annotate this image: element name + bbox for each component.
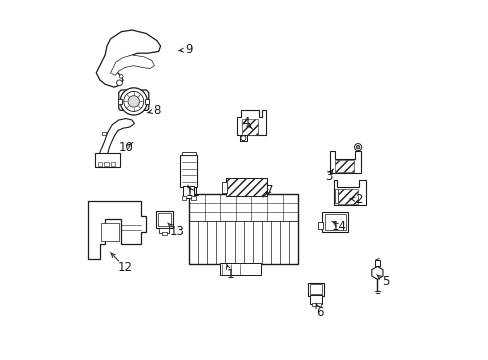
Bar [189,194,298,264]
Bar [240,135,246,141]
Bar [337,189,357,204]
Bar [221,182,226,193]
Text: 2: 2 [354,193,362,206]
Bar [307,283,324,296]
Bar [101,223,119,241]
Text: 4: 4 [242,116,249,129]
Bar [181,152,196,155]
Bar [219,263,261,275]
Bar [241,119,257,135]
Bar [111,162,115,166]
Bar [317,222,323,229]
Circle shape [354,144,361,151]
Polygon shape [110,55,154,75]
Bar [309,284,322,294]
Bar [162,232,167,235]
Polygon shape [371,266,382,279]
Circle shape [128,96,139,107]
Bar [102,132,106,135]
Text: 12: 12 [117,261,132,274]
Bar [225,178,266,196]
Bar [374,260,380,266]
Bar [182,196,186,200]
Polygon shape [96,30,160,87]
Text: 8: 8 [153,104,161,117]
Bar [156,211,173,228]
Bar [183,186,194,198]
Bar [324,214,345,230]
Polygon shape [99,118,134,163]
Circle shape [120,88,147,115]
Bar [180,155,197,187]
Text: 5: 5 [381,275,388,288]
Text: 11: 11 [185,186,200,199]
Circle shape [241,136,245,141]
Text: 13: 13 [169,225,183,238]
Text: 1: 1 [226,268,233,281]
Polygon shape [119,90,148,111]
Polygon shape [329,152,360,173]
Bar [159,228,169,233]
Polygon shape [333,180,365,205]
Text: 10: 10 [118,141,133,154]
Circle shape [123,91,143,111]
Bar [334,189,337,203]
Text: 14: 14 [331,220,346,233]
Bar [191,196,195,200]
Circle shape [116,80,122,86]
Bar [104,162,108,166]
Text: 7: 7 [265,184,273,197]
Text: 6: 6 [315,306,323,319]
Bar [334,159,353,172]
Text: 9: 9 [185,43,192,56]
Bar [309,296,322,304]
Bar [158,213,171,226]
Bar [95,153,120,167]
Circle shape [119,75,123,78]
Bar [311,302,320,306]
Circle shape [356,145,359,149]
Polygon shape [236,111,265,135]
Bar [322,212,347,232]
Bar [98,162,102,166]
Text: 3: 3 [324,170,331,183]
Bar [118,99,122,104]
Polygon shape [88,202,146,258]
Bar [145,99,149,104]
